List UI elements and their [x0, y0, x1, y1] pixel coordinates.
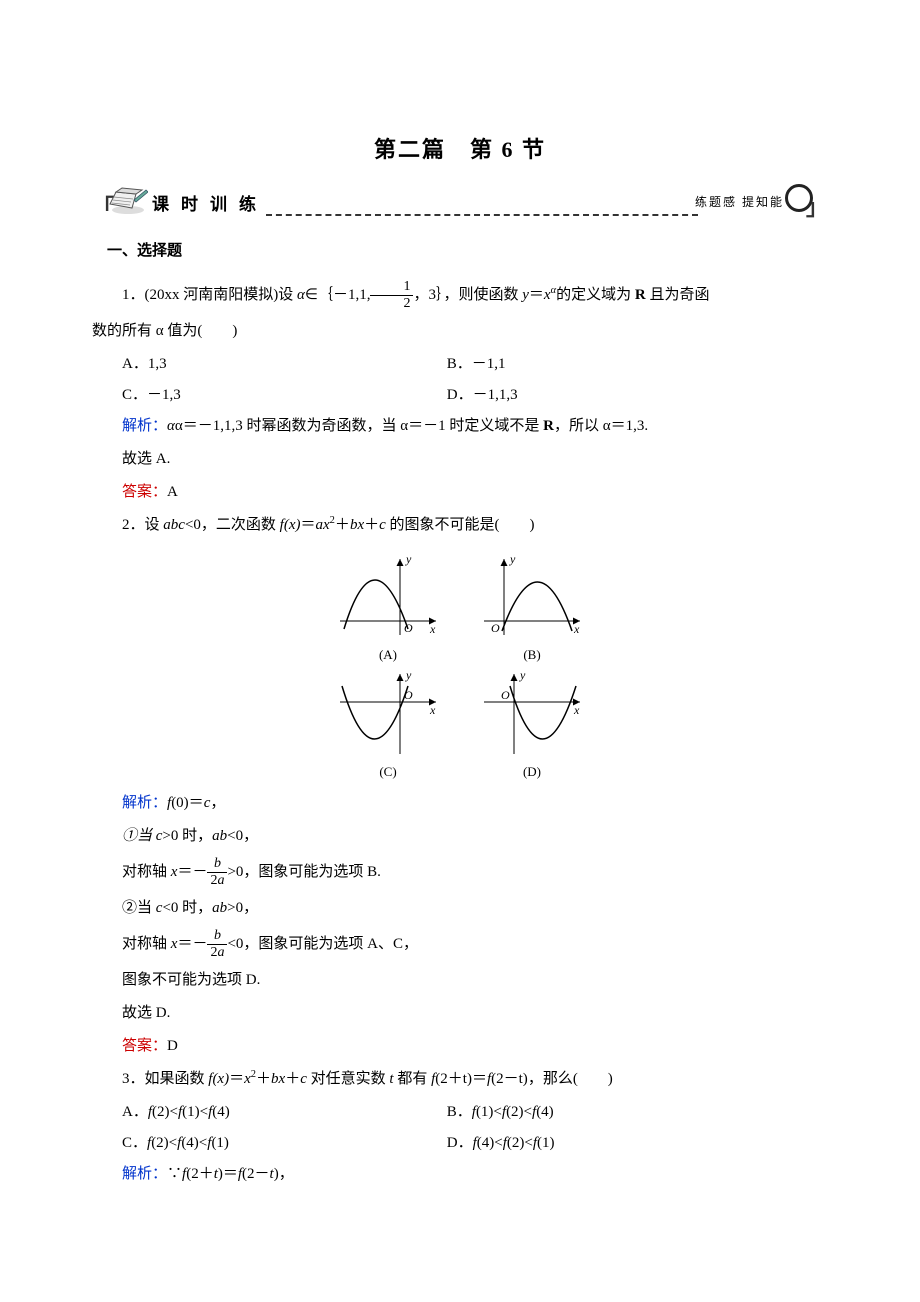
q2-analysis-line4: ②当 c<0 时，ab>0， — [92, 895, 828, 922]
q2-figures: y x O (A) y x O (B) y x O — [320, 549, 600, 784]
q1-option-d: D．－1,1,3 — [447, 382, 828, 409]
section-banner: 「 课时训练 练题感 提知能 」 — [92, 188, 828, 220]
q1-option-a: A．1,3 — [122, 351, 447, 378]
banner-right-text: 练题感 提知能 — [695, 192, 784, 214]
q1-options-row2: C．－1,3 D．－1,1,3 — [92, 382, 828, 409]
q3-option-a: A．f(2)<f(1)<f(4) — [122, 1099, 447, 1126]
q1-analysis-line1: 解析：αα＝－1,1,3 时幂函数为奇函数，当 α＝－1 时定义域不是 R，所以… — [92, 413, 828, 440]
q1-options-row1: A．1,3 B．－1,1 — [92, 351, 828, 378]
q2-analysis-line3: 对称轴 x＝－b2a>0，图象可能为选项 B. — [92, 856, 828, 889]
svg-text:x: x — [573, 703, 580, 717]
q2-analysis-line5: 对称轴 x＝－b2a<0，图象可能为选项 A、C， — [92, 928, 828, 961]
banner-label: 课时训练 — [152, 190, 268, 221]
svg-text:y: y — [405, 552, 412, 566]
q3-analysis-line1: 解析：∵f(2＋t)＝f(2－t)， — [92, 1161, 828, 1188]
q1-option-c: C．－1,3 — [122, 382, 447, 409]
section-heading-1: 一、选择题 — [92, 238, 828, 265]
q2-fig-b: y x O (B) — [472, 549, 592, 666]
q1-analysis-line2: 故选 A. — [92, 446, 828, 473]
svg-text:x: x — [429, 703, 436, 717]
q3-option-b: B．f(1)<f(2)<f(4) — [447, 1099, 828, 1126]
article-title: 第二篇 第 6 节 — [92, 130, 828, 170]
q1-option-b: B．－1,1 — [447, 351, 828, 378]
svg-text:O: O — [491, 621, 500, 635]
q2-analysis-line1: 解析：f(0)＝c， — [92, 790, 828, 817]
q2-analysis-line6: 图象不可能为选项 D. — [92, 967, 828, 994]
banner-right-bracket: 」 — [806, 188, 828, 228]
q1-stem-line1: 1．(20xx 河南南阳模拟)设 α∈｛－1,1,12，3｝，则使函数 y＝xα… — [92, 279, 828, 312]
svg-text:y: y — [509, 552, 516, 566]
banner-dashed-line — [266, 214, 698, 216]
q2-analysis-line2: ①当 c>0 时，ab<0， — [92, 823, 828, 850]
q1-stem-line2: 数的所有 α 值为( ) — [92, 318, 828, 345]
q2-fig-c: y x O (C) — [328, 666, 448, 783]
q2-stem: 2．设 abc<0，二次函数 f(x)＝ax2＋bx＋c 的图象不可能是( ) — [92, 512, 828, 539]
notebook-icon — [106, 186, 148, 216]
svg-text:y: y — [519, 668, 526, 682]
svg-text:O: O — [501, 688, 510, 702]
q2-fig-a: y x O (A) — [328, 549, 448, 666]
svg-text:y: y — [405, 668, 412, 682]
q3-option-c: C．f(2)<f(4)<f(1) — [122, 1130, 447, 1157]
q1-answer: 答案：A — [92, 479, 828, 506]
q2-answer: 答案：D — [92, 1033, 828, 1060]
svg-text:x: x — [573, 622, 580, 636]
q3-stem: 3．如果函数 f(x)＝x2＋bx＋c 对任意实数 t 都有 f(2＋t)＝f(… — [92, 1066, 828, 1093]
q3-options-row2: C．f(2)<f(4)<f(1) D．f(4)<f(2)<f(1) — [92, 1130, 828, 1157]
svg-text:x: x — [429, 622, 436, 636]
q2-fig-d: y x O (D) — [472, 666, 592, 783]
q3-options-row1: A．f(2)<f(1)<f(4) B．f(1)<f(2)<f(4) — [92, 1099, 828, 1126]
q3-option-d: D．f(4)<f(2)<f(1) — [447, 1130, 828, 1157]
q2-analysis-line7: 故选 D. — [92, 1000, 828, 1027]
